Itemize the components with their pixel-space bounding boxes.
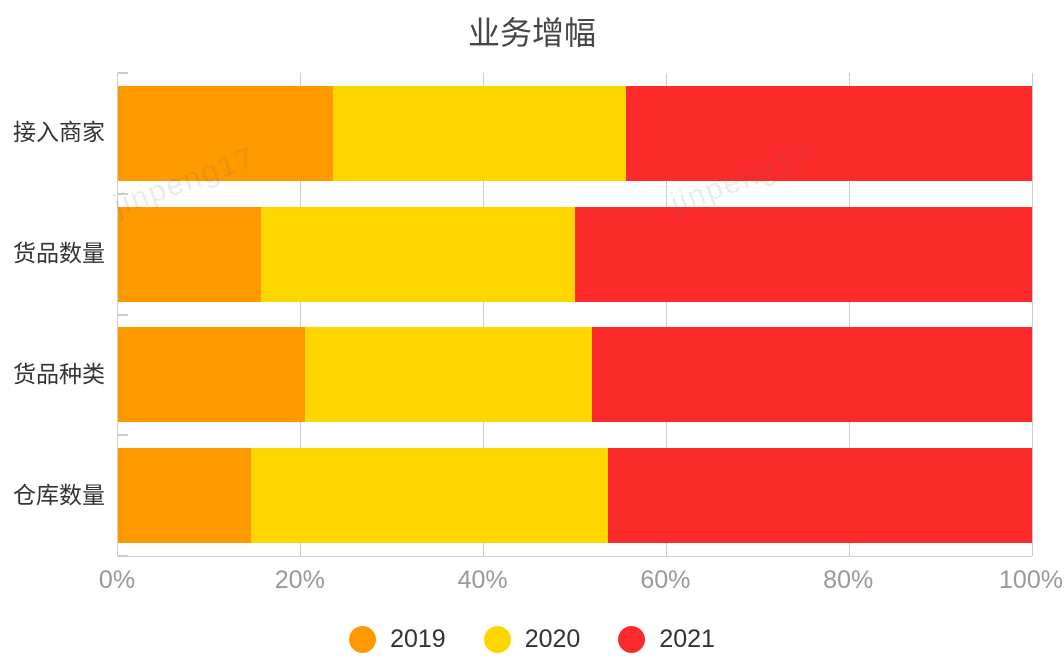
bar-segment-2020[interactable] <box>251 448 608 544</box>
x-tick-label-80%: 80% <box>823 566 874 594</box>
category-label-3: 货品种类 <box>13 360 105 387</box>
bar-row-2 <box>118 206 1032 302</box>
grid-line-60% <box>665 73 667 556</box>
category-label-4: 仓库数量 <box>13 481 105 508</box>
category-label-2: 货品数量 <box>13 240 105 267</box>
bar-segment-2019[interactable] <box>118 448 252 544</box>
bar-row-1 <box>118 85 1032 181</box>
y-axis-tick <box>118 72 128 74</box>
category-label-1: 接入商家 <box>13 119 105 146</box>
legend-item-2021[interactable]: 2021 <box>618 625 715 654</box>
legend-marker-2021 <box>618 626 646 653</box>
legend-marker-2020 <box>483 626 511 653</box>
y-axis-tick <box>118 555 128 557</box>
x-tick-label-100%: 100% <box>999 566 1063 594</box>
legend-marker-2019 <box>349 626 377 653</box>
bar-segment-2019[interactable] <box>118 327 306 423</box>
grid-line-20% <box>300 73 302 556</box>
x-tick-label-0%: 0% <box>98 566 136 594</box>
x-tick-label-60%: 60% <box>640 566 691 594</box>
bar-segment-2019[interactable] <box>118 85 333 181</box>
grid-line-40% <box>483 73 485 556</box>
bar-segment-2019[interactable] <box>118 206 262 302</box>
bar-segment-2021[interactable] <box>626 85 1032 181</box>
legend-label-2019: 2019 <box>390 625 446 653</box>
grid-line-80% <box>848 73 850 556</box>
grid-line-100% <box>1031 73 1033 556</box>
legend-item-2019[interactable]: 2019 <box>349 625 446 654</box>
legend-label-2020: 2020 <box>524 625 581 653</box>
x-tick-label-20%: 20% <box>274 566 325 594</box>
legend-label-2021: 2021 <box>659 625 715 653</box>
bar-segment-2021[interactable] <box>607 448 1032 544</box>
y-axis-tick <box>118 192 128 195</box>
bar-segment-2020[interactable] <box>305 327 593 423</box>
bar-segment-2020[interactable] <box>261 206 575 302</box>
chart-title: 业务增幅 <box>467 15 596 51</box>
y-axis-tick <box>118 313 128 316</box>
y-axis-tick <box>118 434 128 437</box>
legend-item-2020[interactable]: 2020 <box>483 625 581 654</box>
bar-row-4 <box>118 448 1032 544</box>
legend: 2019 2020 2021 <box>0 625 1064 654</box>
bar-row-3 <box>118 327 1032 423</box>
bar-segment-2021[interactable] <box>575 206 1032 302</box>
plot-area <box>117 72 1033 557</box>
x-tick-label-40%: 40% <box>457 566 508 594</box>
bar-segment-2020[interactable] <box>332 85 627 181</box>
bar-segment-2021[interactable] <box>592 327 1032 423</box>
